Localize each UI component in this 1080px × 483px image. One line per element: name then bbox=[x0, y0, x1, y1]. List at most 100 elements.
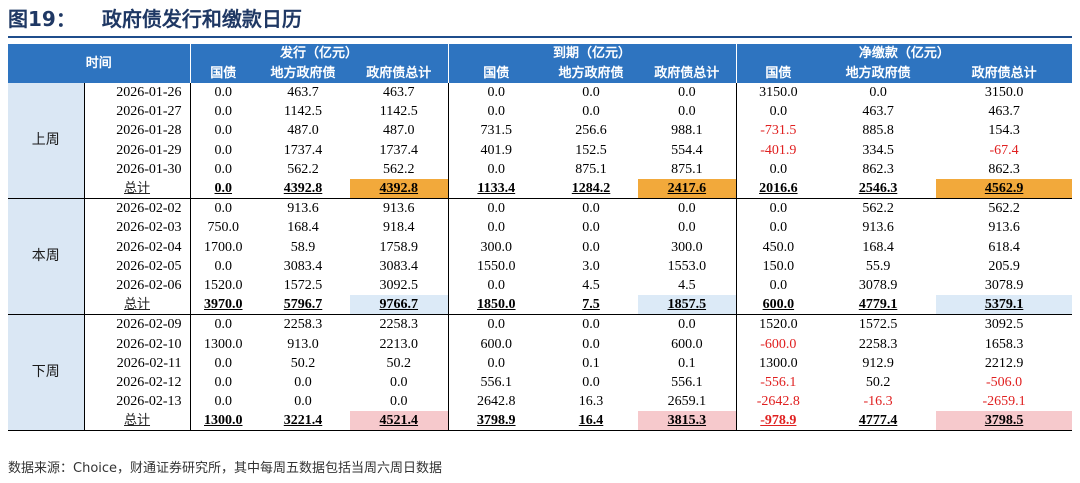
value-cell: 0.0 bbox=[294, 374, 312, 390]
value-cell: 0.0 bbox=[447, 198, 545, 219]
total-cell: -978.9 bbox=[735, 411, 821, 432]
header-sub: 政府债总计 bbox=[638, 63, 737, 83]
total-cell: 1857.5 bbox=[638, 295, 737, 316]
value-cell: 0.0 bbox=[447, 353, 545, 373]
value-cell: 463.7 bbox=[862, 104, 894, 120]
date-cell: 2026-02-06 bbox=[83, 275, 191, 296]
table-row: 2026-02-03 750.0 168.4 918.4 0.0 0.0 0.0 0.0 913… bbox=[8, 218, 1072, 238]
table-row: 2026-02-05 0.0 3083.4 3083.4 1550.0 3.0 1553.0… bbox=[8, 256, 1072, 276]
table-row: 本周 2026-02-02 0.0 913.6 913.6 0.0 0.0 0.0 0.0 562… bbox=[8, 198, 1072, 316]
value-cell: 3092.5 bbox=[379, 277, 419, 293]
total-row: 总计 0.0 4392.8 4392.8 1133.4 1284.2 2417.6 2016.… bbox=[8, 178, 1073, 200]
value-cell: 0.0 bbox=[678, 85, 696, 101]
value-cell: 0.0 bbox=[678, 220, 696, 236]
value-cell: 1572.5 bbox=[858, 317, 898, 333]
value-cell: 554.4 bbox=[671, 142, 703, 158]
value-cell: 0.0 bbox=[678, 201, 696, 217]
total-cell: 9766.7 bbox=[350, 295, 449, 316]
value-cell: 0.0 bbox=[189, 314, 257, 335]
value-cell: 913.6 bbox=[383, 201, 415, 217]
value-cell: 0.0 bbox=[447, 275, 545, 296]
total-cell: 4392.8 bbox=[256, 178, 351, 200]
total-cell: 4392.8 bbox=[350, 178, 449, 200]
total-cell: 7.5 bbox=[544, 295, 639, 316]
value-cell: -401.9 bbox=[735, 140, 821, 160]
value-cell: 1700.0 bbox=[189, 237, 257, 257]
value-cell: 0.0 bbox=[869, 85, 887, 101]
value-cell: 0.0 bbox=[189, 372, 257, 392]
value-cell: 0.0 bbox=[447, 218, 545, 238]
header-sub: 政府债总计 bbox=[936, 63, 1073, 83]
value-cell: 1142.5 bbox=[379, 104, 418, 120]
table-row: 2026-02-13 0.0 0.0 0.0 2642.8 16.3 2659.1 -2642… bbox=[8, 392, 1072, 412]
total-cell: 5379.1 bbox=[936, 295, 1073, 316]
value-cell: 150.0 bbox=[735, 256, 821, 276]
total-row: 总计 3970.0 5796.7 9766.7 1850.0 7.5 1857.5 600.0… bbox=[8, 295, 1073, 316]
header-net-payment: 净缴款（亿元） bbox=[735, 44, 1073, 63]
week-label: 下周 bbox=[8, 314, 84, 432]
value-cell: 50.2 bbox=[386, 355, 412, 371]
value-cell: 562.2 bbox=[287, 161, 319, 177]
value-cell: 168.4 bbox=[862, 239, 894, 255]
value-cell: 0.1 bbox=[678, 355, 696, 371]
value-cell: 4.5 bbox=[678, 277, 696, 293]
value-cell: 0.0 bbox=[582, 317, 600, 333]
value-cell: 3150.0 bbox=[735, 83, 821, 103]
total-cell: 4562.9 bbox=[936, 178, 1073, 200]
value-cell: 556.1 bbox=[447, 372, 545, 392]
value-cell: 556.1 bbox=[671, 374, 703, 390]
value-cell: 450.0 bbox=[735, 237, 821, 257]
value-cell: 913.6 bbox=[988, 220, 1020, 236]
header-sub: 国债 bbox=[735, 63, 821, 83]
date-cell: 2026-02-05 bbox=[83, 256, 191, 276]
value-cell: 0.0 bbox=[582, 201, 600, 217]
value-cell: 0.0 bbox=[678, 317, 696, 333]
value-cell: 2659.1 bbox=[667, 394, 707, 410]
table-row: 2026-02-04 1700.0 58.9 1758.9 300.0 0.0 300.0 4… bbox=[8, 237, 1072, 257]
value-cell: 913.6 bbox=[862, 220, 894, 236]
total-cell: 1850.0 bbox=[447, 295, 545, 316]
date-cell: 2026-01-30 bbox=[83, 159, 191, 179]
value-cell: 487.0 bbox=[383, 123, 415, 139]
value-cell: 168.4 bbox=[287, 220, 319, 236]
table-row: 2026-02-10 1300.0 913.0 2213.0 600.0 0.0 600.0… bbox=[8, 334, 1072, 354]
value-cell: 152.5 bbox=[575, 142, 607, 158]
value-cell: 913.0 bbox=[287, 336, 319, 352]
value-cell: 463.7 bbox=[383, 85, 415, 101]
date-cell: 2026-02-04 bbox=[83, 237, 191, 257]
value-cell: 988.1 bbox=[671, 123, 703, 139]
total-cell: 1284.2 bbox=[544, 178, 639, 200]
header-maturity: 到期（亿元） bbox=[447, 44, 737, 63]
value-cell: -67.4 bbox=[989, 142, 1019, 158]
figure-number: 图19： bbox=[8, 7, 76, 31]
value-cell: 1142.5 bbox=[284, 104, 322, 120]
date-cell: 2026-02-10 bbox=[83, 334, 191, 354]
value-cell: 0.0 bbox=[582, 220, 600, 236]
value-cell: 0.0 bbox=[735, 218, 821, 238]
value-cell: 3078.9 bbox=[858, 277, 898, 293]
value-cell: 0.0 bbox=[582, 336, 600, 352]
value-cell: 1550.0 bbox=[447, 256, 545, 276]
table-row: 2026-02-06 1520.0 1572.5 3092.5 0.0 4.5 4.5 0.0… bbox=[8, 275, 1072, 296]
date-cell: 2026-01-26 bbox=[83, 83, 191, 103]
value-cell: 2258.3 bbox=[858, 336, 898, 352]
value-cell: 913.6 bbox=[287, 201, 319, 217]
value-cell: -2659.1 bbox=[982, 394, 1026, 410]
value-cell: 862.3 bbox=[862, 161, 894, 177]
total-row: 总计 1300.0 3221.4 4521.4 3798.9 16.4 3815.3 -978… bbox=[8, 411, 1073, 432]
value-cell: 1658.3 bbox=[984, 336, 1024, 352]
date-cell: 2026-02-12 bbox=[83, 372, 191, 392]
value-cell: 154.3 bbox=[988, 123, 1020, 139]
value-cell: 2258.3 bbox=[379, 317, 419, 333]
value-cell: 0.0 bbox=[189, 83, 257, 103]
total-cell: 2417.6 bbox=[638, 178, 737, 200]
value-cell: 600.0 bbox=[447, 334, 545, 354]
value-cell: -731.5 bbox=[735, 121, 821, 141]
table-row: 2026-02-12 0.0 0.0 0.0 556.1 0.0 556.1 -556.1 50… bbox=[8, 372, 1072, 392]
date-cell: 2026-01-28 bbox=[83, 121, 191, 141]
header-sub: 地方政府债 bbox=[544, 63, 639, 83]
date-cell: 2026-02-13 bbox=[83, 392, 191, 412]
header-issuance: 发行（亿元） bbox=[189, 44, 449, 63]
value-cell: 0.0 bbox=[582, 239, 600, 255]
value-cell: 463.7 bbox=[287, 85, 319, 101]
